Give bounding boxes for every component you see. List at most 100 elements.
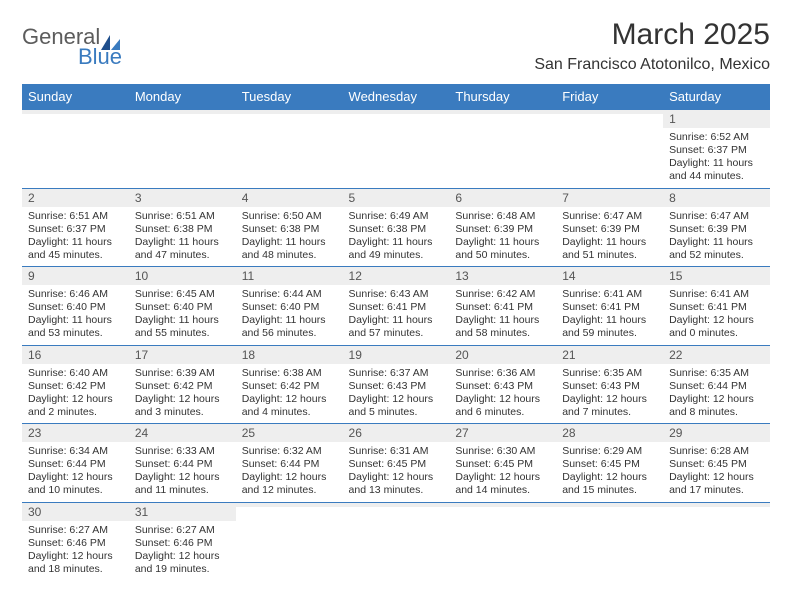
day-content: Sunrise: 6:33 AMSunset: 6:44 PMDaylight:… [129,442,236,502]
day-number: 19 [343,346,450,364]
calendar-table: SundayMondayTuesdayWednesdayThursdayFrid… [22,84,770,580]
day-content [449,507,556,514]
day-cell [236,502,343,580]
day-content [236,507,343,514]
day-content: Sunrise: 6:42 AMSunset: 6:41 PMDaylight:… [449,285,556,345]
day-content: Sunrise: 6:35 AMSunset: 6:43 PMDaylight:… [556,364,663,424]
day-content: Sunrise: 6:47 AMSunset: 6:39 PMDaylight:… [663,207,770,267]
day-number: 22 [663,346,770,364]
day-cell: 7Sunrise: 6:47 AMSunset: 6:39 PMDaylight… [556,188,663,267]
day-number: 7 [556,189,663,207]
day-content: Sunrise: 6:45 AMSunset: 6:40 PMDaylight:… [129,285,236,345]
day-number: 2 [22,189,129,207]
day-content: Sunrise: 6:27 AMSunset: 6:46 PMDaylight:… [22,521,129,581]
day-number: 4 [236,189,343,207]
day-cell: 18Sunrise: 6:38 AMSunset: 6:42 PMDayligh… [236,345,343,424]
day-content: Sunrise: 6:50 AMSunset: 6:38 PMDaylight:… [236,207,343,267]
day-cell [449,110,556,189]
day-cell: 23Sunrise: 6:34 AMSunset: 6:44 PMDayligh… [22,424,129,503]
day-number: 28 [556,424,663,442]
day-content [236,114,343,121]
day-cell: 11Sunrise: 6:44 AMSunset: 6:40 PMDayligh… [236,267,343,346]
day-cell: 16Sunrise: 6:40 AMSunset: 6:42 PMDayligh… [22,345,129,424]
week-row: 30Sunrise: 6:27 AMSunset: 6:46 PMDayligh… [22,502,770,580]
day-content: Sunrise: 6:52 AMSunset: 6:37 PMDaylight:… [663,128,770,188]
day-number: 14 [556,267,663,285]
day-content: Sunrise: 6:39 AMSunset: 6:42 PMDaylight:… [129,364,236,424]
day-cell: 26Sunrise: 6:31 AMSunset: 6:45 PMDayligh… [343,424,450,503]
day-number: 27 [449,424,556,442]
day-content: Sunrise: 6:51 AMSunset: 6:38 PMDaylight:… [129,207,236,267]
day-content [663,507,770,514]
day-cell: 2Sunrise: 6:51 AMSunset: 6:37 PMDaylight… [22,188,129,267]
day-header: Saturday [663,84,770,110]
day-number: 15 [663,267,770,285]
day-cell: 22Sunrise: 6:35 AMSunset: 6:44 PMDayligh… [663,345,770,424]
day-number: 25 [236,424,343,442]
day-header: Friday [556,84,663,110]
day-content [129,114,236,121]
day-cell: 28Sunrise: 6:29 AMSunset: 6:45 PMDayligh… [556,424,663,503]
day-cell [556,502,663,580]
day-content: Sunrise: 6:41 AMSunset: 6:41 PMDaylight:… [556,285,663,345]
day-content [449,114,556,121]
day-cell: 13Sunrise: 6:42 AMSunset: 6:41 PMDayligh… [449,267,556,346]
day-cell [343,110,450,189]
day-content: Sunrise: 6:34 AMSunset: 6:44 PMDaylight:… [22,442,129,502]
day-number: 13 [449,267,556,285]
day-content: Sunrise: 6:28 AMSunset: 6:45 PMDaylight:… [663,442,770,502]
day-cell [22,110,129,189]
day-cell: 20Sunrise: 6:36 AMSunset: 6:43 PMDayligh… [449,345,556,424]
day-number: 24 [129,424,236,442]
week-row: 2Sunrise: 6:51 AMSunset: 6:37 PMDaylight… [22,188,770,267]
day-number: 30 [22,503,129,521]
day-number: 26 [343,424,450,442]
day-cell [556,110,663,189]
day-number: 10 [129,267,236,285]
day-content [556,507,663,514]
day-cell: 4Sunrise: 6:50 AMSunset: 6:38 PMDaylight… [236,188,343,267]
day-content: Sunrise: 6:30 AMSunset: 6:45 PMDaylight:… [449,442,556,502]
day-content: Sunrise: 6:43 AMSunset: 6:41 PMDaylight:… [343,285,450,345]
day-cell [663,502,770,580]
day-cell: 14Sunrise: 6:41 AMSunset: 6:41 PMDayligh… [556,267,663,346]
day-cell [129,110,236,189]
day-content: Sunrise: 6:48 AMSunset: 6:39 PMDaylight:… [449,207,556,267]
day-number: 17 [129,346,236,364]
day-content: Sunrise: 6:36 AMSunset: 6:43 PMDaylight:… [449,364,556,424]
day-content: Sunrise: 6:27 AMSunset: 6:46 PMDaylight:… [129,521,236,581]
day-content: Sunrise: 6:32 AMSunset: 6:44 PMDaylight:… [236,442,343,502]
day-number: 11 [236,267,343,285]
day-number: 12 [343,267,450,285]
week-row: 23Sunrise: 6:34 AMSunset: 6:44 PMDayligh… [22,424,770,503]
day-cell [343,502,450,580]
day-content: Sunrise: 6:51 AMSunset: 6:37 PMDaylight:… [22,207,129,267]
day-cell: 1Sunrise: 6:52 AMSunset: 6:37 PMDaylight… [663,110,770,189]
day-cell: 29Sunrise: 6:28 AMSunset: 6:45 PMDayligh… [663,424,770,503]
day-header: Sunday [22,84,129,110]
location-subtitle: San Francisco Atotonilco, Mexico [534,56,770,74]
day-content: Sunrise: 6:35 AMSunset: 6:44 PMDaylight:… [663,364,770,424]
day-content: Sunrise: 6:44 AMSunset: 6:40 PMDaylight:… [236,285,343,345]
day-cell: 6Sunrise: 6:48 AMSunset: 6:39 PMDaylight… [449,188,556,267]
day-content: Sunrise: 6:41 AMSunset: 6:41 PMDaylight:… [663,285,770,345]
month-title: March 2025 [534,18,770,52]
day-number: 21 [556,346,663,364]
day-content [556,114,663,121]
day-cell [449,502,556,580]
day-number: 23 [22,424,129,442]
day-header-row: SundayMondayTuesdayWednesdayThursdayFrid… [22,84,770,110]
day-content: Sunrise: 6:29 AMSunset: 6:45 PMDaylight:… [556,442,663,502]
day-header: Wednesday [343,84,450,110]
logo: GeneralBlue [22,24,122,70]
day-content [343,507,450,514]
day-content: Sunrise: 6:31 AMSunset: 6:45 PMDaylight:… [343,442,450,502]
day-cell: 9Sunrise: 6:46 AMSunset: 6:40 PMDaylight… [22,267,129,346]
day-cell: 25Sunrise: 6:32 AMSunset: 6:44 PMDayligh… [236,424,343,503]
day-cell: 3Sunrise: 6:51 AMSunset: 6:38 PMDaylight… [129,188,236,267]
week-row: 16Sunrise: 6:40 AMSunset: 6:42 PMDayligh… [22,345,770,424]
day-cell: 5Sunrise: 6:49 AMSunset: 6:38 PMDaylight… [343,188,450,267]
day-cell: 8Sunrise: 6:47 AMSunset: 6:39 PMDaylight… [663,188,770,267]
day-header: Monday [129,84,236,110]
logo-text-blue: Blue [78,44,122,70]
